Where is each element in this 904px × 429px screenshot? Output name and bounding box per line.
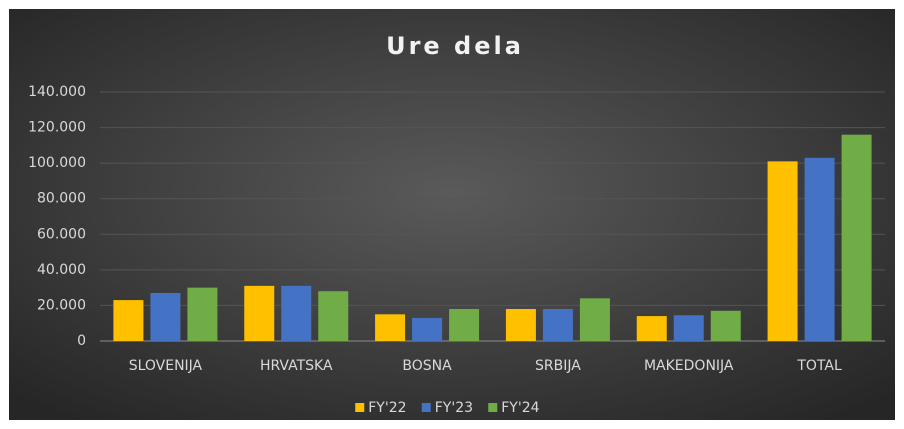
legend-swatch [488,403,498,412]
x-tick-label: SRBIJA [535,358,581,374]
bar [767,161,798,341]
bar [412,317,443,341]
chart-title: Ure dela [386,32,524,60]
bar [375,314,406,341]
chart-background [9,9,895,420]
legend-label: FY'22 [368,400,406,416]
x-tick-label: HRVATSKA [260,358,333,374]
legend-swatch [421,403,431,412]
x-tick-label: SLOVENIJA [129,358,203,374]
bar [281,285,312,341]
y-tick-label: 100.000 [28,155,86,171]
bar [673,315,704,341]
y-tick-label: 60.000 [37,226,86,242]
bar [710,310,741,341]
bar [804,157,835,341]
bar [505,308,536,341]
bar [841,134,872,341]
y-tick-label: 80.000 [37,191,86,207]
y-tick-label: 20.000 [37,297,86,313]
legend-swatch [355,403,365,412]
y-tick-label: 0 [77,333,86,349]
y-tick-label: 40.000 [37,262,86,278]
bar [579,298,610,341]
bar [187,287,218,341]
bar [150,292,181,341]
legend-label: FY'24 [501,400,539,416]
x-tick-label: TOTAL [796,358,842,374]
legend-label: FY'23 [435,400,473,416]
bar [113,300,144,341]
y-tick-label: 140.000 [28,84,86,100]
y-tick-label: 120.000 [28,120,86,136]
bar [636,316,667,341]
x-tick-label: BOSNA [402,358,452,374]
bar [318,291,349,341]
x-tick-label: MAKEDONIJA [644,358,734,374]
bar [244,285,275,341]
bar [542,308,573,341]
bar [449,308,480,341]
